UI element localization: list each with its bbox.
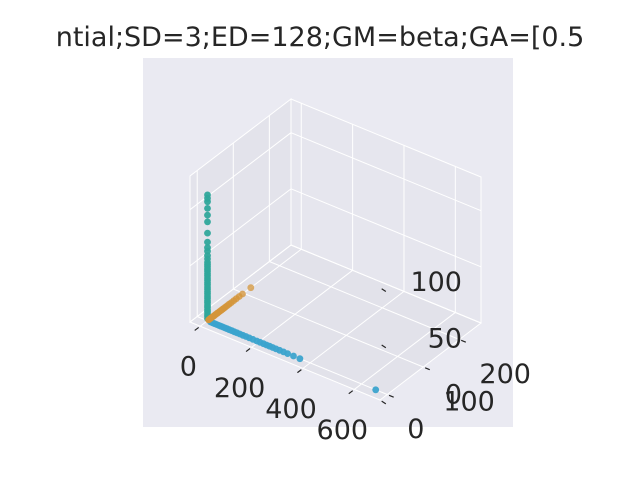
tick-label-x: 0 xyxy=(180,352,197,383)
gridline-z-back xyxy=(290,188,482,268)
data-point xyxy=(204,229,211,237)
tick-mark-z xyxy=(381,344,387,349)
tick-label-z: 50 xyxy=(428,323,462,354)
tick-mark-z xyxy=(381,400,387,405)
data-point xyxy=(204,218,211,226)
gridline-y-floor xyxy=(269,261,460,340)
data-point xyxy=(204,191,211,199)
tick-mark-y xyxy=(388,394,394,398)
tick-mark-x xyxy=(297,369,302,374)
data-point xyxy=(239,290,246,298)
gridline-x-floor xyxy=(251,269,353,348)
tick-label-x: 600 xyxy=(317,415,369,446)
gridline-x-floor xyxy=(354,312,456,390)
tick-label-x: 200 xyxy=(214,373,266,404)
data-point xyxy=(296,355,304,363)
tick-label-y: 200 xyxy=(479,359,531,390)
gridline-z-back xyxy=(290,132,482,212)
data-point xyxy=(247,284,255,292)
data-point xyxy=(204,205,211,212)
tick-marks xyxy=(194,288,467,405)
tick-label-z: 0 xyxy=(445,380,462,411)
tick-label-y: 0 xyxy=(407,414,424,445)
tick-mark-x xyxy=(245,348,251,353)
tick-label-y: 100 xyxy=(443,387,495,418)
data-points xyxy=(204,191,380,394)
gridline-z-back xyxy=(290,244,482,324)
chart-title: ntial;SD=3;ED=128;GM=beta;GA=[0.5 xyxy=(56,22,585,53)
tick-mark-x xyxy=(194,326,200,331)
tick-mark-y xyxy=(460,339,467,343)
gridline-y-floor xyxy=(233,288,424,368)
data-point xyxy=(204,211,211,219)
data-point xyxy=(204,244,211,252)
data-point xyxy=(204,238,211,246)
gridline-x-floor xyxy=(302,290,405,369)
tick-label-x: 400 xyxy=(265,394,317,425)
data-point xyxy=(290,352,297,360)
tick-mark-z xyxy=(381,288,387,293)
tick-mark-y xyxy=(424,367,430,371)
tick-mark-x xyxy=(348,390,354,395)
tick-label-z: 100 xyxy=(410,267,462,298)
data-point xyxy=(372,386,380,394)
